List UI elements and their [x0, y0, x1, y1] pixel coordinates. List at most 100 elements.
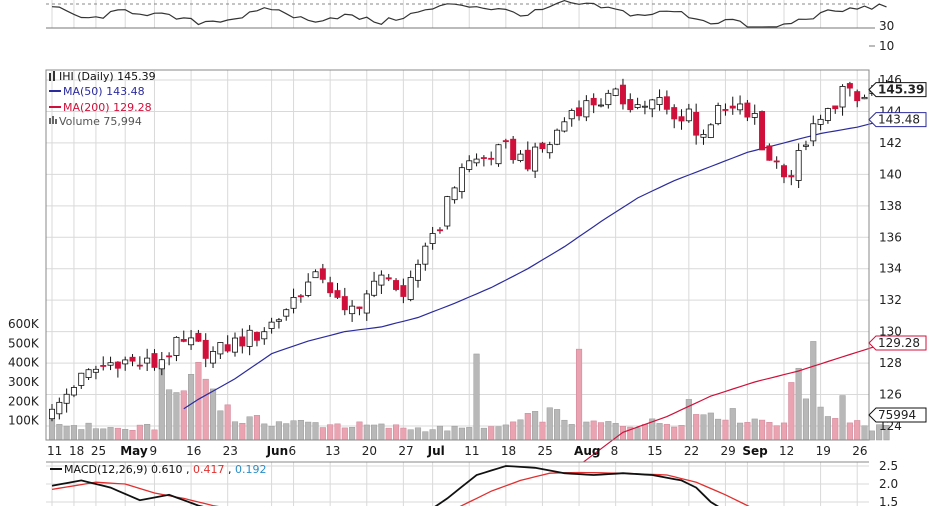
volume-bar	[861, 425, 868, 441]
volume-tick-label: 600K	[8, 317, 40, 331]
volume-bar	[305, 421, 312, 441]
x-tick-label: 22	[684, 444, 699, 458]
price-tick-label: 124	[879, 419, 902, 433]
legend-symbol-text: IHI (Daily) 145.39	[59, 70, 156, 83]
candlestick	[495, 143, 502, 167]
candlestick	[656, 89, 663, 111]
candle-body	[729, 105, 736, 109]
volume-icon-bar-1	[49, 118, 51, 124]
candlestick	[832, 105, 839, 114]
volume-bar	[539, 421, 546, 441]
candle-body	[817, 118, 824, 125]
x-axis: 11 18 25 May 9 16 23 Jun 6 13 20 27 Jul 11 18 25 Aug 8 15 2…	[47, 444, 867, 458]
candlestick	[100, 356, 107, 371]
candlestick	[283, 308, 290, 321]
volume-bar	[817, 406, 824, 441]
candle-body	[341, 296, 348, 311]
price-badge: 143.48	[868, 112, 927, 128]
candlestick	[612, 87, 619, 97]
price-badge-text: 129.28	[878, 336, 920, 350]
x-tick-label: 23	[223, 444, 238, 458]
candlestick	[49, 403, 56, 422]
volume-bar	[524, 413, 531, 441]
candlestick	[854, 89, 861, 108]
candlestick	[627, 93, 634, 113]
candlestick	[744, 99, 751, 122]
candlestick	[678, 109, 685, 130]
x-tick-label: 11	[47, 444, 62, 458]
x-tick-label: 16	[186, 444, 201, 458]
volume-bar	[744, 422, 751, 441]
volume-bar	[700, 414, 707, 441]
candle-body	[129, 356, 136, 362]
price-badge-box	[868, 82, 927, 98]
volume-bar	[414, 427, 422, 441]
volume-bar	[693, 414, 700, 441]
volume-bar	[239, 422, 246, 441]
volume-bar	[63, 425, 70, 441]
volume-bar	[114, 427, 121, 441]
volume-bar	[166, 389, 173, 441]
candle-body	[861, 96, 868, 100]
volume-bar	[312, 422, 319, 441]
candlestick	[634, 97, 641, 110]
volume-bar	[451, 425, 458, 441]
candle-body	[253, 332, 260, 341]
candlestick	[385, 273, 392, 282]
candle-body	[400, 285, 407, 297]
volume-bar	[275, 421, 282, 441]
candlestick	[751, 104, 758, 125]
price-badge-box	[868, 335, 927, 351]
candlestick	[341, 287, 348, 316]
volume-bar	[283, 423, 290, 441]
volume-bar	[876, 424, 883, 441]
candlestick	[166, 352, 173, 366]
candlestick	[598, 98, 605, 108]
candlestick	[158, 351, 165, 376]
candle-body	[356, 306, 363, 309]
volume-bar	[473, 353, 480, 441]
volume-bar	[136, 424, 143, 441]
candle-body	[151, 353, 158, 368]
price-tick-label: 126	[879, 388, 902, 402]
candlestick	[532, 142, 539, 178]
volume-bar	[532, 411, 539, 441]
candlestick	[239, 328, 246, 354]
volume-tick-label: 100K	[8, 414, 40, 428]
candle-body	[824, 108, 831, 121]
volume-bar	[122, 429, 129, 441]
candle-body	[334, 290, 341, 298]
candlestick	[414, 259, 421, 288]
price-panel-background	[46, 70, 869, 440]
volume-bar	[392, 424, 400, 441]
x-tick-label: May	[120, 444, 148, 458]
volume-bar	[488, 426, 495, 441]
x-tick-label: Sep	[742, 444, 768, 458]
candlestick	[685, 103, 692, 123]
volume-tick-label: 500K	[8, 336, 40, 350]
candlestick	[766, 143, 773, 161]
candlestick	[334, 282, 341, 299]
volume-bar	[766, 422, 773, 441]
candlestick	[451, 186, 458, 204]
candlestick	[517, 150, 524, 163]
volume-bar	[671, 426, 678, 441]
candlestick	[436, 227, 443, 234]
volume-bar	[151, 429, 158, 441]
volume-bar	[334, 423, 341, 441]
volume-bar	[341, 427, 348, 441]
candle-body	[371, 280, 378, 296]
candle-body	[781, 165, 788, 178]
candle-body	[722, 109, 729, 111]
candle-body	[319, 268, 326, 280]
volume-tick-label: 400K	[8, 356, 40, 370]
candle-body	[466, 160, 473, 170]
price-tick-label: 140	[879, 167, 902, 181]
candlestick	[407, 270, 414, 302]
candlestick	[795, 143, 802, 189]
candle-body	[275, 319, 282, 322]
rsi-tick-label: 10	[879, 39, 894, 53]
macd-legend: MACD(12,26,9) 0.610 , 0.417 , 0.192	[50, 463, 267, 476]
